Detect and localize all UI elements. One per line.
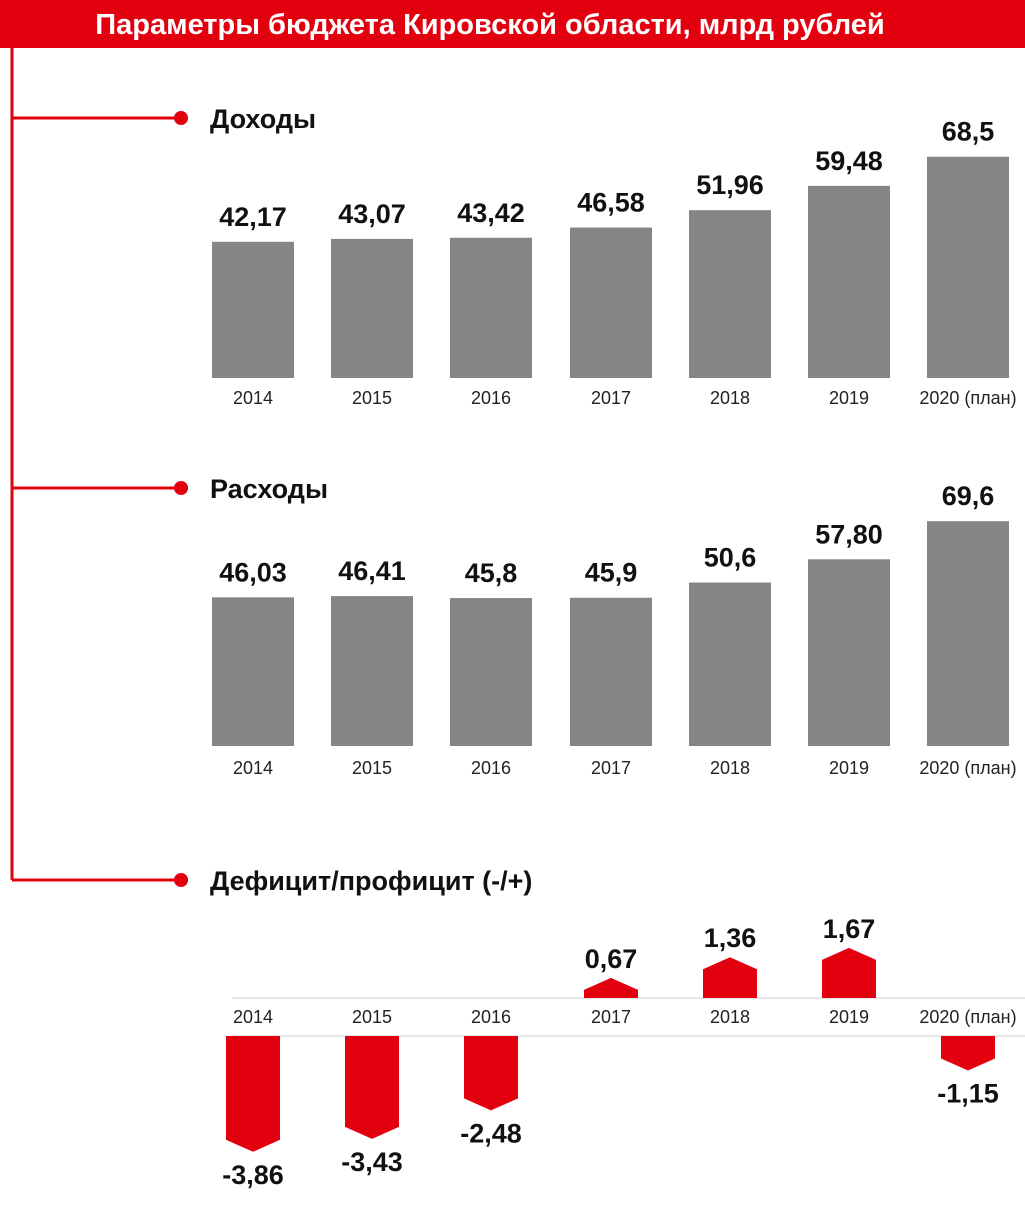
data-label: 45,9 (585, 558, 638, 588)
data-label: 42,17 (219, 202, 287, 232)
tick-label: 2016 (471, 1007, 511, 1027)
data-label: 69,6 (942, 481, 995, 511)
bar-2015 (331, 596, 413, 746)
tick-label: 2014 (233, 388, 273, 408)
data-label: 43,42 (457, 198, 525, 228)
tick-label: 2017 (591, 1007, 631, 1027)
bar-2020 (план) (927, 156, 1009, 378)
bar-2020 (план) (941, 1036, 995, 1071)
bar-2017 (570, 227, 652, 378)
tick-label: 2015 (352, 1007, 392, 1027)
data-label: 0,67 (585, 944, 638, 974)
bar-2016 (450, 598, 532, 746)
bar-2019 (822, 947, 876, 998)
tick-label: 2014 (233, 1007, 273, 1027)
data-label: 1,36 (704, 923, 757, 953)
chart-title: Параметры бюджета Кировской области, млр… (95, 9, 884, 41)
tick-label: 2019 (829, 388, 869, 408)
bar-2017 (584, 977, 638, 998)
data-label: -2,48 (460, 1118, 522, 1148)
data-label: 59,48 (815, 146, 883, 176)
section-title: Доходы (210, 104, 316, 134)
branch-dot (174, 111, 188, 125)
data-label: 51,96 (696, 170, 764, 200)
tick-label: 2018 (710, 388, 750, 408)
data-label: 50,6 (704, 543, 757, 573)
tick-label: 2018 (710, 758, 750, 778)
bar-2014 (226, 1036, 280, 1152)
branch-dot (174, 481, 188, 495)
data-label: 43,07 (338, 199, 406, 229)
bar-2015 (331, 238, 413, 378)
tick-label: 2018 (710, 1007, 750, 1027)
branch-dot (174, 873, 188, 887)
data-label: -1,15 (937, 1079, 999, 1109)
bar-2017 (570, 597, 652, 746)
bar-2018 (689, 582, 771, 746)
data-label: 46,03 (219, 557, 287, 587)
bar-2014 (212, 241, 294, 378)
tick-label: 2017 (591, 388, 631, 408)
data-label: 46,41 (338, 556, 406, 586)
bar-2016 (464, 1036, 518, 1111)
data-label: 57,80 (815, 519, 883, 549)
bar-2016 (450, 237, 532, 378)
tick-label: 2019 (829, 1007, 869, 1027)
tick-label: 2016 (471, 758, 511, 778)
bar-2019 (808, 185, 890, 378)
tick-label: 2020 (план) (919, 388, 1016, 408)
data-label: 46,58 (577, 188, 645, 218)
section-title: Дефицит/профицит (-/+) (210, 866, 532, 896)
bar-2015 (345, 1036, 399, 1139)
bar-2018 (689, 210, 771, 378)
data-label: 1,67 (823, 914, 876, 944)
tick-label: 2019 (829, 758, 869, 778)
bar-2014 (212, 597, 294, 746)
tick-label: 2016 (471, 388, 511, 408)
connector-lines (10, 48, 188, 887)
tick-label: 2017 (591, 758, 631, 778)
data-label: 68,5 (942, 117, 995, 147)
data-label: -3,43 (341, 1147, 403, 1177)
tick-label: 2015 (352, 758, 392, 778)
tick-label: 2020 (план) (919, 758, 1016, 778)
tick-label: 2014 (233, 758, 273, 778)
data-label: -3,86 (222, 1160, 284, 1190)
section-title: Расходы (210, 474, 328, 504)
bar-2020 (план) (927, 521, 1009, 746)
bar-2019 (808, 559, 890, 746)
header-bar (0, 0, 1025, 48)
data-label: 45,8 (465, 558, 518, 588)
tick-label: 2020 (план) (919, 1007, 1016, 1027)
bar-2018 (703, 957, 757, 998)
tick-label: 2015 (352, 388, 392, 408)
